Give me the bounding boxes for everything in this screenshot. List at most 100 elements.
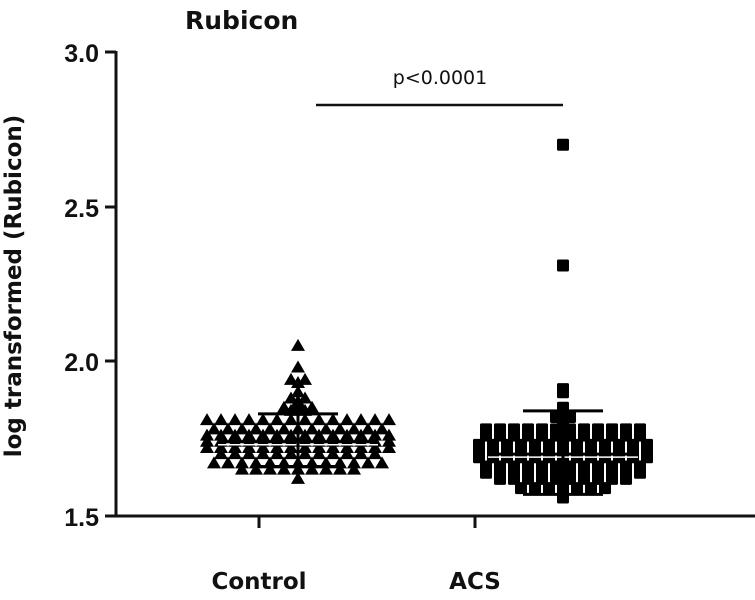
control-data-point	[298, 391, 312, 404]
control-data-point	[270, 413, 284, 426]
control-data-point	[228, 447, 242, 460]
control-data-point	[382, 413, 396, 426]
control-data-point	[277, 422, 291, 435]
acs-data-point	[571, 482, 583, 495]
acs-data-point	[515, 482, 527, 495]
control-data-point	[270, 440, 284, 453]
acs-data-point	[557, 259, 569, 272]
control-data-point	[242, 447, 256, 460]
acs-data-point	[529, 482, 541, 495]
control-data-point	[305, 422, 319, 435]
control-data-point	[200, 434, 214, 447]
acs-data-point	[599, 482, 611, 495]
significance-annotation: p<0.0001	[316, 67, 563, 107]
control-data-point	[249, 422, 263, 435]
control-data-point	[375, 422, 389, 435]
acs-data-point	[634, 466, 646, 479]
control-data-point	[340, 440, 354, 453]
acs-data-point	[550, 472, 562, 485]
control-data-point	[256, 447, 270, 460]
acs-data-point	[564, 429, 576, 442]
control-data-point	[277, 462, 291, 475]
control-data-point	[207, 456, 221, 469]
control-data-point	[326, 440, 340, 453]
acs-data-point	[508, 429, 520, 442]
control-data-point	[200, 413, 214, 426]
control-data-point	[326, 447, 340, 460]
acs-data-point	[592, 429, 604, 442]
control-data-point	[256, 428, 270, 441]
control-data-point	[291, 462, 305, 475]
control-data-point	[298, 372, 312, 385]
control-data-point	[242, 428, 256, 441]
control-data-point	[263, 422, 277, 435]
acs-data-point	[480, 429, 492, 442]
acs-data-point	[641, 451, 653, 464]
acs-data-point	[480, 466, 492, 479]
x-tick-label-control: Control	[211, 569, 306, 595]
y-tick-label: 1.5	[64, 504, 99, 532]
acs-data-point	[494, 429, 506, 442]
control-data-point	[284, 447, 298, 460]
control-data-point	[200, 428, 214, 441]
control-data-point	[214, 413, 228, 426]
y-axis-label: log transformed (Rubicon)	[1, 115, 27, 458]
acs-data-point	[557, 138, 569, 151]
control-data-point	[228, 440, 242, 453]
control-data-point	[284, 391, 298, 404]
y-tick-label: 3.0	[64, 40, 99, 68]
control-data-point	[249, 462, 263, 475]
acs-data-point	[522, 472, 534, 485]
control-data-point	[333, 422, 347, 435]
control-data-point	[368, 428, 382, 441]
control-data-point	[263, 462, 277, 475]
control-data-point	[298, 440, 312, 453]
control-data-point	[340, 447, 354, 460]
acs-data-point	[585, 482, 597, 495]
acs-data-point	[536, 472, 548, 485]
control-data-point	[284, 428, 298, 441]
control-data-point	[305, 462, 319, 475]
acs-data-point	[473, 451, 485, 464]
acs-data-point	[634, 429, 646, 442]
control-data-point	[291, 360, 305, 373]
control-data-point	[305, 400, 319, 413]
control-data-point	[319, 462, 333, 475]
control-data-point	[340, 413, 354, 426]
control-data-point	[319, 422, 333, 435]
control-data-point	[256, 413, 270, 426]
acs-data-point	[592, 472, 604, 485]
chart-title: Rubicon	[185, 6, 298, 35]
acs-data-point	[620, 429, 632, 442]
control-data-point	[354, 428, 368, 441]
mean-sd-bars	[218, 409, 638, 496]
control-data-point	[291, 385, 305, 398]
x-axis: Control ACS	[105, 514, 755, 595]
y-tick-label: 2.0	[64, 349, 99, 377]
control-data-point	[354, 447, 368, 460]
control-data-point	[347, 462, 361, 475]
control-data-point	[284, 372, 298, 385]
acs-data-point	[550, 429, 562, 442]
control-data-point	[312, 440, 326, 453]
control-data-point	[270, 447, 284, 460]
control-data-point	[382, 440, 396, 453]
x-tick-label-acs: ACS	[449, 569, 501, 595]
control-data-point	[312, 447, 326, 460]
acs-data-point	[557, 386, 569, 399]
control-data-point	[347, 456, 361, 469]
acs-data-point	[578, 429, 590, 442]
control-data-point	[221, 456, 235, 469]
control-data-point	[361, 422, 375, 435]
control-data-point	[270, 428, 284, 441]
acs-data-point	[606, 472, 618, 485]
control-data-point	[333, 462, 347, 475]
control-data-point	[235, 422, 249, 435]
control-data-point	[291, 338, 305, 351]
control-data-point	[298, 413, 312, 426]
control-data-point	[284, 413, 298, 426]
control-data-point	[242, 413, 256, 426]
control-data-point	[228, 428, 242, 441]
control-data-point	[312, 428, 326, 441]
control-data-point	[382, 428, 396, 441]
